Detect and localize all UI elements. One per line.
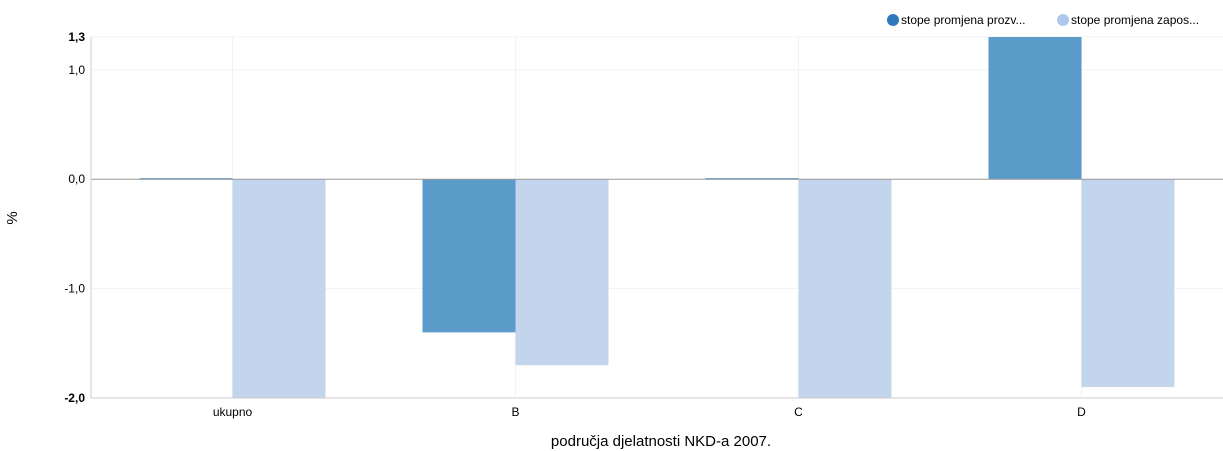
bar-series-2-b[interactable] [515,179,609,366]
legend-marker-icon [887,14,899,26]
legend[interactable]: stope promjena prozv... stope promjena za… [887,13,1199,27]
y-axis-title: % [4,211,21,224]
y-tick-label: 0,0 [68,172,85,186]
y-tick-label: -1,0 [64,282,85,296]
bar-series-1-d[interactable] [988,37,1082,180]
x-tick-label: C [794,405,803,419]
x-axis-title: područja djelatnosti NKD-a 2007. [551,433,771,450]
y-tick-label: 1,3 [68,30,85,44]
legend-item[interactable]: stope promjena zapos... [1057,13,1199,27]
legend-item[interactable]: stope promjena prozv... [887,13,1026,27]
bar-series-2-ukupno[interactable] [232,179,326,398]
y-tick-label: 1,0 [68,63,85,77]
legend-marker-icon [1057,14,1069,26]
bars [139,37,1175,398]
bar-series-2-d[interactable] [1081,179,1175,388]
x-tick-label: D [1077,405,1086,419]
x-tick-label: ukupno [213,405,253,419]
x-tick-label: B [511,405,519,419]
y-tick-label: -2,0 [64,391,85,405]
bar-series-1-b[interactable] [422,179,516,333]
bar-series-2-c[interactable] [798,179,892,398]
axes: 1,3 1,0 0,0 -1,0 -2,0 ukupno B C D [64,30,1223,419]
legend-label: stope promjena prozv... [901,13,1026,27]
legend-label: stope promjena zapos... [1071,13,1199,27]
